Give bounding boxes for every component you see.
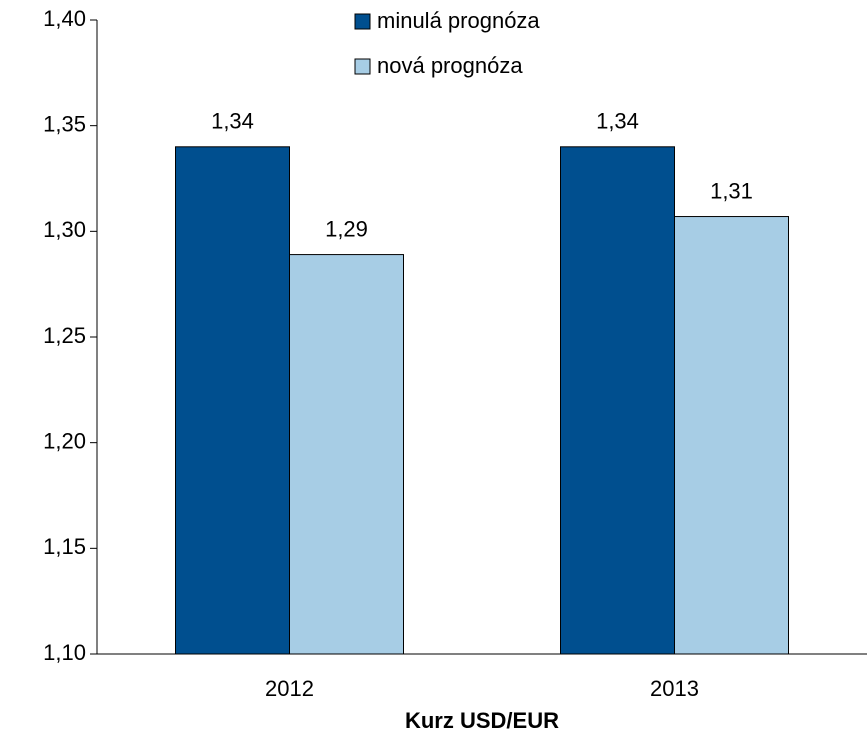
bar <box>175 146 290 655</box>
y-tick-label: 1,30 <box>43 217 86 242</box>
data-label: 1,34 <box>596 109 639 134</box>
data-label: 1,34 <box>211 109 254 134</box>
data-label: 1,31 <box>710 178 753 203</box>
y-tick-label: 1,35 <box>43 111 86 136</box>
bar <box>674 216 789 655</box>
y-tick-label: 1,15 <box>43 534 86 559</box>
x-tick-label: 2013 <box>650 676 699 701</box>
legend-label: minulá prognóza <box>377 8 540 33</box>
data-label: 1,29 <box>325 216 368 241</box>
y-tick-label: 1,20 <box>43 428 86 453</box>
bar <box>289 254 404 655</box>
legend-swatch <box>354 58 371 75</box>
bar <box>560 146 675 655</box>
legend-label: nová prognóza <box>377 53 523 78</box>
legend-swatch <box>354 13 371 30</box>
y-tick-label: 1,25 <box>43 323 86 348</box>
y-tick-label: 1,40 <box>43 6 86 31</box>
x-axis-title: Kurz USD/EUR <box>405 708 559 733</box>
y-tick-label: 1,10 <box>43 640 86 665</box>
x-tick-label: 2012 <box>265 676 314 701</box>
